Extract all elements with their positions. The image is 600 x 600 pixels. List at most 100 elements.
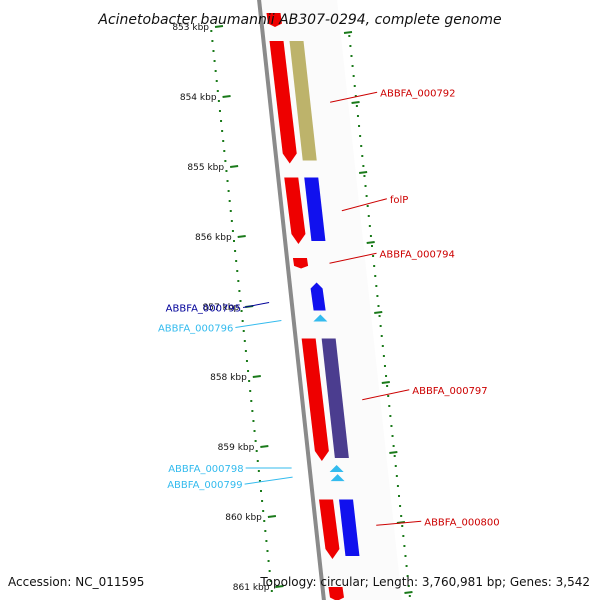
minor-tick [213, 60, 216, 62]
cds-forward-feature [319, 499, 340, 559]
major-tick [267, 515, 277, 518]
minor-tick [221, 130, 224, 132]
minor-tick [263, 520, 266, 522]
gene-label: ABBFA_000799 [167, 480, 242, 491]
minor-tick [227, 190, 230, 192]
minor-tick [373, 265, 376, 267]
minor-tick [210, 30, 213, 32]
minor-tick [217, 100, 220, 102]
minor-tick [367, 215, 370, 217]
minor-tick [406, 575, 409, 577]
minor-tick [212, 50, 215, 52]
major-tick [358, 171, 368, 174]
rna-feature [313, 314, 328, 322]
minor-tick [358, 125, 361, 127]
map-title: Acinetobacter baumannii AB307-0294, comp… [97, 12, 501, 28]
gene-label: ABBFA_000797 [412, 386, 487, 397]
minor-tick [391, 435, 394, 437]
genome-summary-label: Topology: circular; Length: 3,760,981 bp… [259, 575, 590, 589]
minor-tick [354, 95, 357, 97]
label-leader-line [244, 476, 293, 485]
minor-tick [380, 335, 383, 337]
major-tick [214, 25, 224, 28]
minor-tick [252, 420, 255, 422]
minor-tick [251, 410, 254, 412]
minor-tick [253, 430, 256, 432]
minor-tick [257, 470, 260, 472]
minor-tick [403, 545, 406, 547]
minor-tick [226, 180, 229, 182]
minor-tick [261, 500, 264, 502]
minor-tick [353, 85, 356, 87]
major-tick [366, 241, 375, 244]
major-tick [351, 101, 360, 104]
minor-tick [402, 535, 405, 537]
minor-tick [235, 260, 238, 262]
minor-tick [256, 460, 259, 462]
tick-label: 853 kbp [172, 23, 209, 33]
minor-tick [254, 440, 257, 442]
minor-tick [268, 570, 271, 572]
gene-label: ABBFA_000800 [424, 517, 499, 528]
minor-tick [350, 55, 353, 57]
minor-tick [408, 595, 411, 597]
cds-forward-feature [269, 41, 297, 164]
cds-forward-feature [284, 177, 306, 244]
minor-tick [363, 175, 366, 177]
gene-label: ABBFA_000794 [380, 249, 455, 260]
label-layer: ABBFA_000792 folP ABBFA_000794 ABBFA_000795… [158, 88, 500, 528]
minor-tick [349, 45, 352, 47]
minor-tick [267, 560, 270, 562]
minor-tick [394, 465, 397, 467]
feature-layer [266, 13, 360, 600]
gene-label: ABBFA_000796 [158, 324, 233, 335]
cds-forward-feature [266, 13, 282, 27]
minor-tick [255, 450, 258, 452]
minor-tick [355, 105, 358, 107]
minor-tick [378, 315, 381, 317]
minor-tick [372, 255, 375, 257]
cds-forward-feature [292, 258, 309, 269]
minor-tick [393, 455, 396, 457]
cds-forward-feature [328, 587, 344, 600]
minor-tick [404, 555, 407, 557]
minor-tick [243, 340, 246, 342]
label-leader-line [341, 198, 387, 212]
minor-tick [407, 585, 410, 587]
minor-tick [234, 250, 237, 252]
minor-tick [247, 370, 250, 372]
minor-tick [264, 530, 267, 532]
major-tick [260, 445, 269, 448]
minor-tick [399, 505, 402, 507]
label-leader-line [330, 91, 378, 103]
major-tick [222, 95, 231, 98]
label-leader-line [235, 320, 282, 328]
major-tick [229, 165, 239, 168]
minor-tick [368, 225, 371, 227]
cog-annotation-bar [289, 41, 317, 161]
minor-tick [400, 515, 403, 517]
minor-tick [215, 80, 218, 82]
minor-tick [270, 590, 273, 592]
minor-tick [242, 330, 245, 332]
minor-tick [231, 230, 234, 232]
minor-tick [260, 490, 263, 492]
minor-tick [228, 200, 231, 202]
minor-tick [222, 140, 225, 142]
minor-tick [266, 550, 269, 552]
minor-tick [387, 395, 390, 397]
label-leader-line [243, 302, 270, 308]
major-tick [389, 451, 398, 454]
minor-tick [389, 415, 392, 417]
tick-label: 855 kbp [187, 163, 224, 173]
rna-feature [330, 474, 345, 482]
minor-tick [386, 385, 389, 387]
tick-label: 859 kbp [218, 443, 255, 453]
cog-annotation-bar [339, 499, 360, 556]
minor-tick [377, 305, 380, 307]
tick-label: 861 kbp [233, 583, 270, 593]
major-tick [404, 591, 413, 594]
minor-tick [398, 495, 401, 497]
minor-tick [233, 240, 236, 242]
